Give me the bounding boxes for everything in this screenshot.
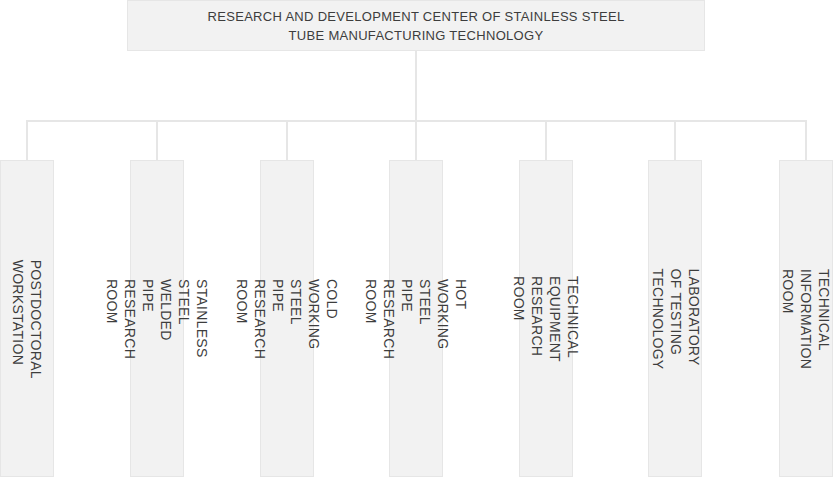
connector-stub-line [674, 120, 676, 160]
dept-label: TECHNICAL INFORMATION ROOM [779, 268, 833, 368]
dept-label: POSTDOCTORAL WORKSTATION [9, 259, 45, 378]
connector-stub-line [26, 120, 28, 160]
dept-node-cold-working-steel-pipe-research-room: COLD WORKING STEEL PIPE RESEARCH ROOM [260, 160, 314, 477]
dept-label: COLD WORKING STEEL PIPE RESEARCH ROOM [233, 278, 341, 358]
dept-node-hot-working-steel-pipe-research-room: HOT WORKING STEEL PIPE RESEARCH ROOM [389, 160, 443, 477]
connector-stub-line [805, 120, 807, 160]
connector-stub-line [156, 120, 158, 160]
dept-node-technical-equipment-research-room: TECHNICAL EQUIPMENT RESEARCH ROOM [519, 160, 573, 477]
dept-node-stainless-steel-welded-pipe-research-room: STAINLESS STEEL WELDED PIPE RESEARCH ROO… [130, 160, 184, 477]
dept-label: STAINLESS STEEL WELDED PIPE RESEARCH ROO… [103, 278, 211, 358]
dept-label: LABORATORY OF TESTING TECHNOLOGY [648, 268, 702, 369]
dept-label: TECHNICAL EQUIPMENT RESEARCH ROOM [510, 276, 582, 362]
dept-node-technical-information-room: TECHNICAL INFORMATION ROOM [779, 160, 833, 477]
connector-stub-line [545, 120, 547, 160]
root-node-title: RESEARCH AND DEVELOPMENT CENTER OF STAIN… [208, 7, 625, 45]
dept-node-postdoctoral-workstation: POSTDOCTORAL WORKSTATION [0, 160, 54, 477]
connector-horizontal-line [26, 120, 807, 122]
connector-trunk-line [415, 51, 417, 160]
dept-node-laboratory-of-testing-technology: LABORATORY OF TESTING TECHNOLOGY [648, 160, 702, 477]
root-node: RESEARCH AND DEVELOPMENT CENTER OF STAIN… [127, 0, 705, 51]
connector-stub-line [286, 120, 288, 160]
dept-label: HOT WORKING STEEL PIPE RESEARCH ROOM [362, 278, 470, 358]
org-chart: RESEARCH AND DEVELOPMENT CENTER OF STAIN… [0, 0, 835, 479]
